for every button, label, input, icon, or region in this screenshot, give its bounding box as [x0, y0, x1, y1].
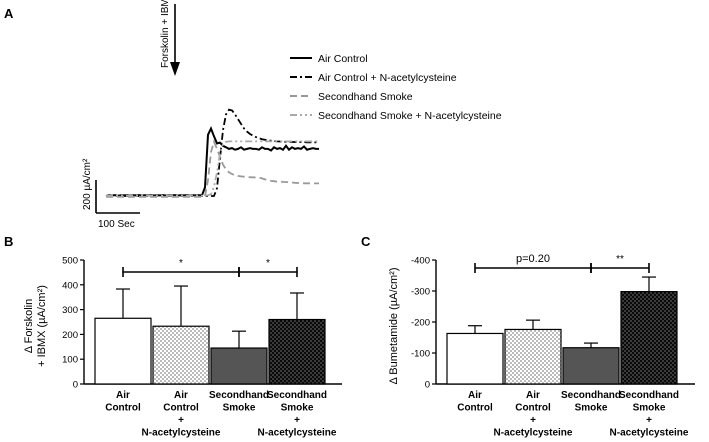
legend-a: Air Control Air Control + N-acetylcystein…: [290, 53, 502, 122]
panel-b-xlabel-2-0: Secondhand: [209, 390, 269, 401]
panel-b-sig-label-1: *: [266, 258, 270, 269]
trace-1: [105, 125, 319, 197]
panel-c-ytick-label-3: -300: [411, 287, 430, 298]
panel-b-label: B: [4, 234, 13, 249]
scale-bar-y-label: 200 µA/cm²: [82, 158, 93, 210]
panel-b-bar-2: [210, 347, 268, 385]
panel-c-xlabel-2-1: Smoke: [575, 403, 608, 414]
panel-c-xlabel-3-3: N-acetylcysteine: [610, 428, 689, 439]
panel-b-ylabel-line1: Δ Forskolin: [23, 299, 35, 353]
panel-b-xlabel-3-1: Smoke: [281, 403, 314, 414]
legend-label-2: Air Control + N-acetylcysteine: [318, 72, 457, 84]
panel-c-bar-3: [620, 291, 678, 385]
trace-3: [106, 139, 319, 198]
panel-c-xlabel-0-0: Air: [468, 390, 482, 401]
panel-c-xlabel-1-3: N-acetylcysteine: [494, 428, 573, 439]
panel-c-ytick-label-4: -400: [411, 256, 430, 267]
legend-label-1: Air Control: [318, 53, 368, 65]
panel-b-xlabel-1-0: Air: [174, 390, 188, 401]
panel-b-xlabel-1-3: N-acetylcysteine: [142, 428, 221, 439]
panel-b: B Δ Forskolin + IBMX (µA/cm²) 0 100 200 300…: [4, 234, 342, 439]
panel-c-sig-label-1: **: [616, 254, 624, 265]
panel-c-label: C: [361, 234, 371, 249]
panel-c: C Δ Bumetamide (µA/cm²) 0 -100 -200 -300 -40…: [361, 234, 695, 439]
panel-c-sig-label-0: p=0.20: [516, 253, 550, 265]
panel-c-xlabel-3-1: Smoke: [633, 403, 666, 414]
trace-2: [106, 108, 319, 197]
panel-b-ytick-label-1: 100: [62, 355, 78, 366]
panel-b-ylabel-line2: + IBMX (µA/cm²): [36, 285, 48, 367]
panel-b-xlabel-2-1: Smoke: [223, 403, 256, 414]
panel-a-label: A: [4, 6, 14, 21]
panel-c-ytick-label-2: -200: [411, 318, 430, 329]
legend-label-4: Secondhand Smoke + N-acetylcysteine: [318, 110, 502, 122]
panel-b-ytick-label-0: 0: [73, 380, 78, 391]
panel-b-xlabel-1-2: +: [178, 415, 184, 426]
panel-c-xlabel-1-1: Control: [515, 403, 551, 414]
addition-arrow-head: [170, 62, 180, 76]
panel-b-xlabel-3-0: Secondhand: [267, 390, 327, 401]
panel-b-ytick-label-5: 500: [62, 256, 78, 267]
panel-c-ytick-label-0: 0: [425, 380, 430, 391]
panel-b-bar-0: [94, 317, 152, 385]
panel-c-bar-0: [446, 332, 504, 385]
panel-b-ytick-label-3: 300: [62, 305, 78, 316]
panel-a: A Forskolin + IBMX 200 µA/cm² 100 Sec Ai…: [4, 0, 502, 230]
panel-c-xlabel-3-0: Secondhand: [619, 390, 679, 401]
panel-c-bar-2: [562, 347, 620, 385]
lines-a: [105, 108, 319, 198]
bars-c: 0-100-200-300-400AirControlAirControl+N-…: [411, 253, 695, 439]
panel-b-xlabel-3-3: N-acetylcysteine: [258, 428, 337, 439]
panel-c-bar-1: [504, 328, 562, 385]
panel-b-ytick-label-2: 200: [62, 330, 78, 341]
panel-b-bar-3: [268, 318, 326, 385]
panel-b-xlabel-0-0: Air: [116, 390, 130, 401]
panel-b-xlabel-0-1: Control: [105, 403, 141, 414]
legend-label-3: Secondhand Smoke: [318, 91, 413, 103]
panel-b-ytick-label-4: 400: [62, 280, 78, 291]
panel-c-xlabel-3-2: +: [646, 415, 652, 426]
panel-c-ylabel: Δ Bumetamide (µA/cm²): [388, 268, 400, 385]
annotation-forskolin: Forskolin + IBMX: [160, 0, 171, 68]
panel-b-sig-label-0: *: [179, 258, 183, 269]
panel-c-xlabel-1-0: Air: [526, 390, 540, 401]
panel-c-xlabel-2-0: Secondhand: [561, 390, 621, 401]
panel-b-bar-1: [152, 325, 210, 385]
scale-bar-x-label: 100 Sec: [98, 219, 135, 230]
bars-b: 0100200300400500AirControlAirControl+N-a…: [62, 256, 342, 439]
panel-c-xlabel-0-1: Control: [457, 403, 493, 414]
panel-b-xlabel-3-2: +: [294, 415, 300, 426]
trace-4: [106, 140, 319, 197]
panel-c-xlabel-1-2: +: [530, 415, 536, 426]
panel-c-ytick-label-1: -100: [411, 349, 430, 360]
panel-b-xlabel-1-1: Control: [163, 403, 199, 414]
